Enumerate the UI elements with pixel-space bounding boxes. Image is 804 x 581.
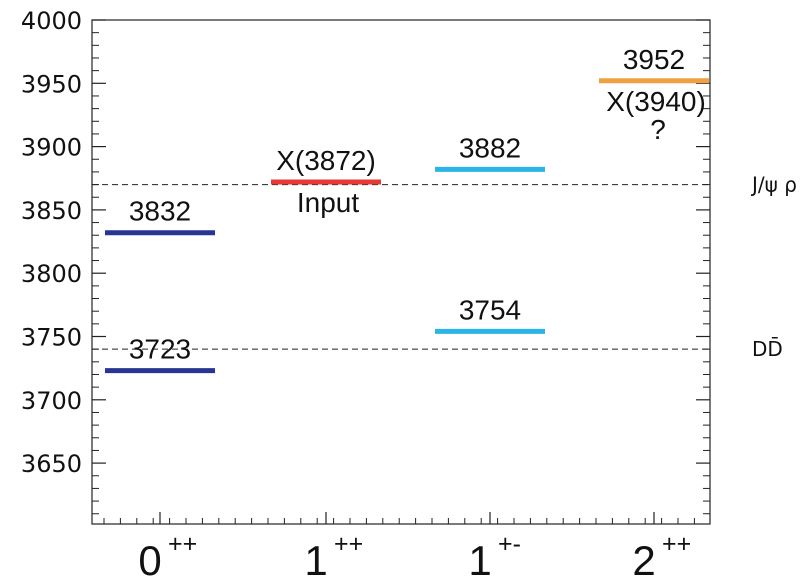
x-category-labels: 0 ++ 1 ++ 1 +- 2 ++ [138, 530, 691, 581]
x-category-label: 1 [468, 537, 491, 581]
threshold-label: DD̄ [752, 337, 783, 362]
y-tick-label: 4000 [21, 7, 82, 35]
level-annotation: Input [297, 187, 359, 218]
level-value-label: 3723 [129, 334, 191, 365]
x-category-superscript: ++ [662, 530, 691, 558]
level-value-label: 3882 [459, 132, 521, 163]
x-category-label: 2 [632, 537, 655, 581]
level-value-label: 3952 [623, 44, 685, 75]
threshold-label: J/ψ ρ [750, 173, 797, 197]
axis-ticks: 3650 3700 3750 3800 3850 3900 3950 4000 [21, 7, 710, 524]
y-tick-label: 3700 [21, 387, 82, 415]
x-category-superscript: ++ [168, 530, 197, 558]
energy-levels: 3832 3723 X(3872) Input 3882 3754 3952 X(3940)? [105, 44, 709, 374]
y-tick-label: 3850 [21, 197, 82, 225]
x-category-label: 1 [304, 537, 327, 581]
threshold-lines: J/ψ ρ DD̄ [92, 173, 797, 362]
level-annotation-question: ? [650, 114, 666, 145]
level-value-label: 3754 [459, 294, 521, 325]
y-tick-label: 3900 [21, 134, 82, 162]
level-value-label: 3832 [129, 196, 191, 227]
y-tick-label: 3650 [21, 450, 82, 478]
x-category-superscript: ++ [334, 530, 363, 558]
y-tick-label: 3750 [21, 324, 82, 352]
x-category-superscript: +- [498, 530, 521, 558]
x-category-label: 0 [138, 537, 161, 581]
plot-frame [91, 19, 711, 525]
y-tick-label: 3800 [21, 260, 82, 288]
level-value-label: X(3872) [276, 145, 376, 176]
level-annotation: X(3940) [606, 86, 706, 117]
y-tick-label: 3950 [21, 70, 82, 98]
